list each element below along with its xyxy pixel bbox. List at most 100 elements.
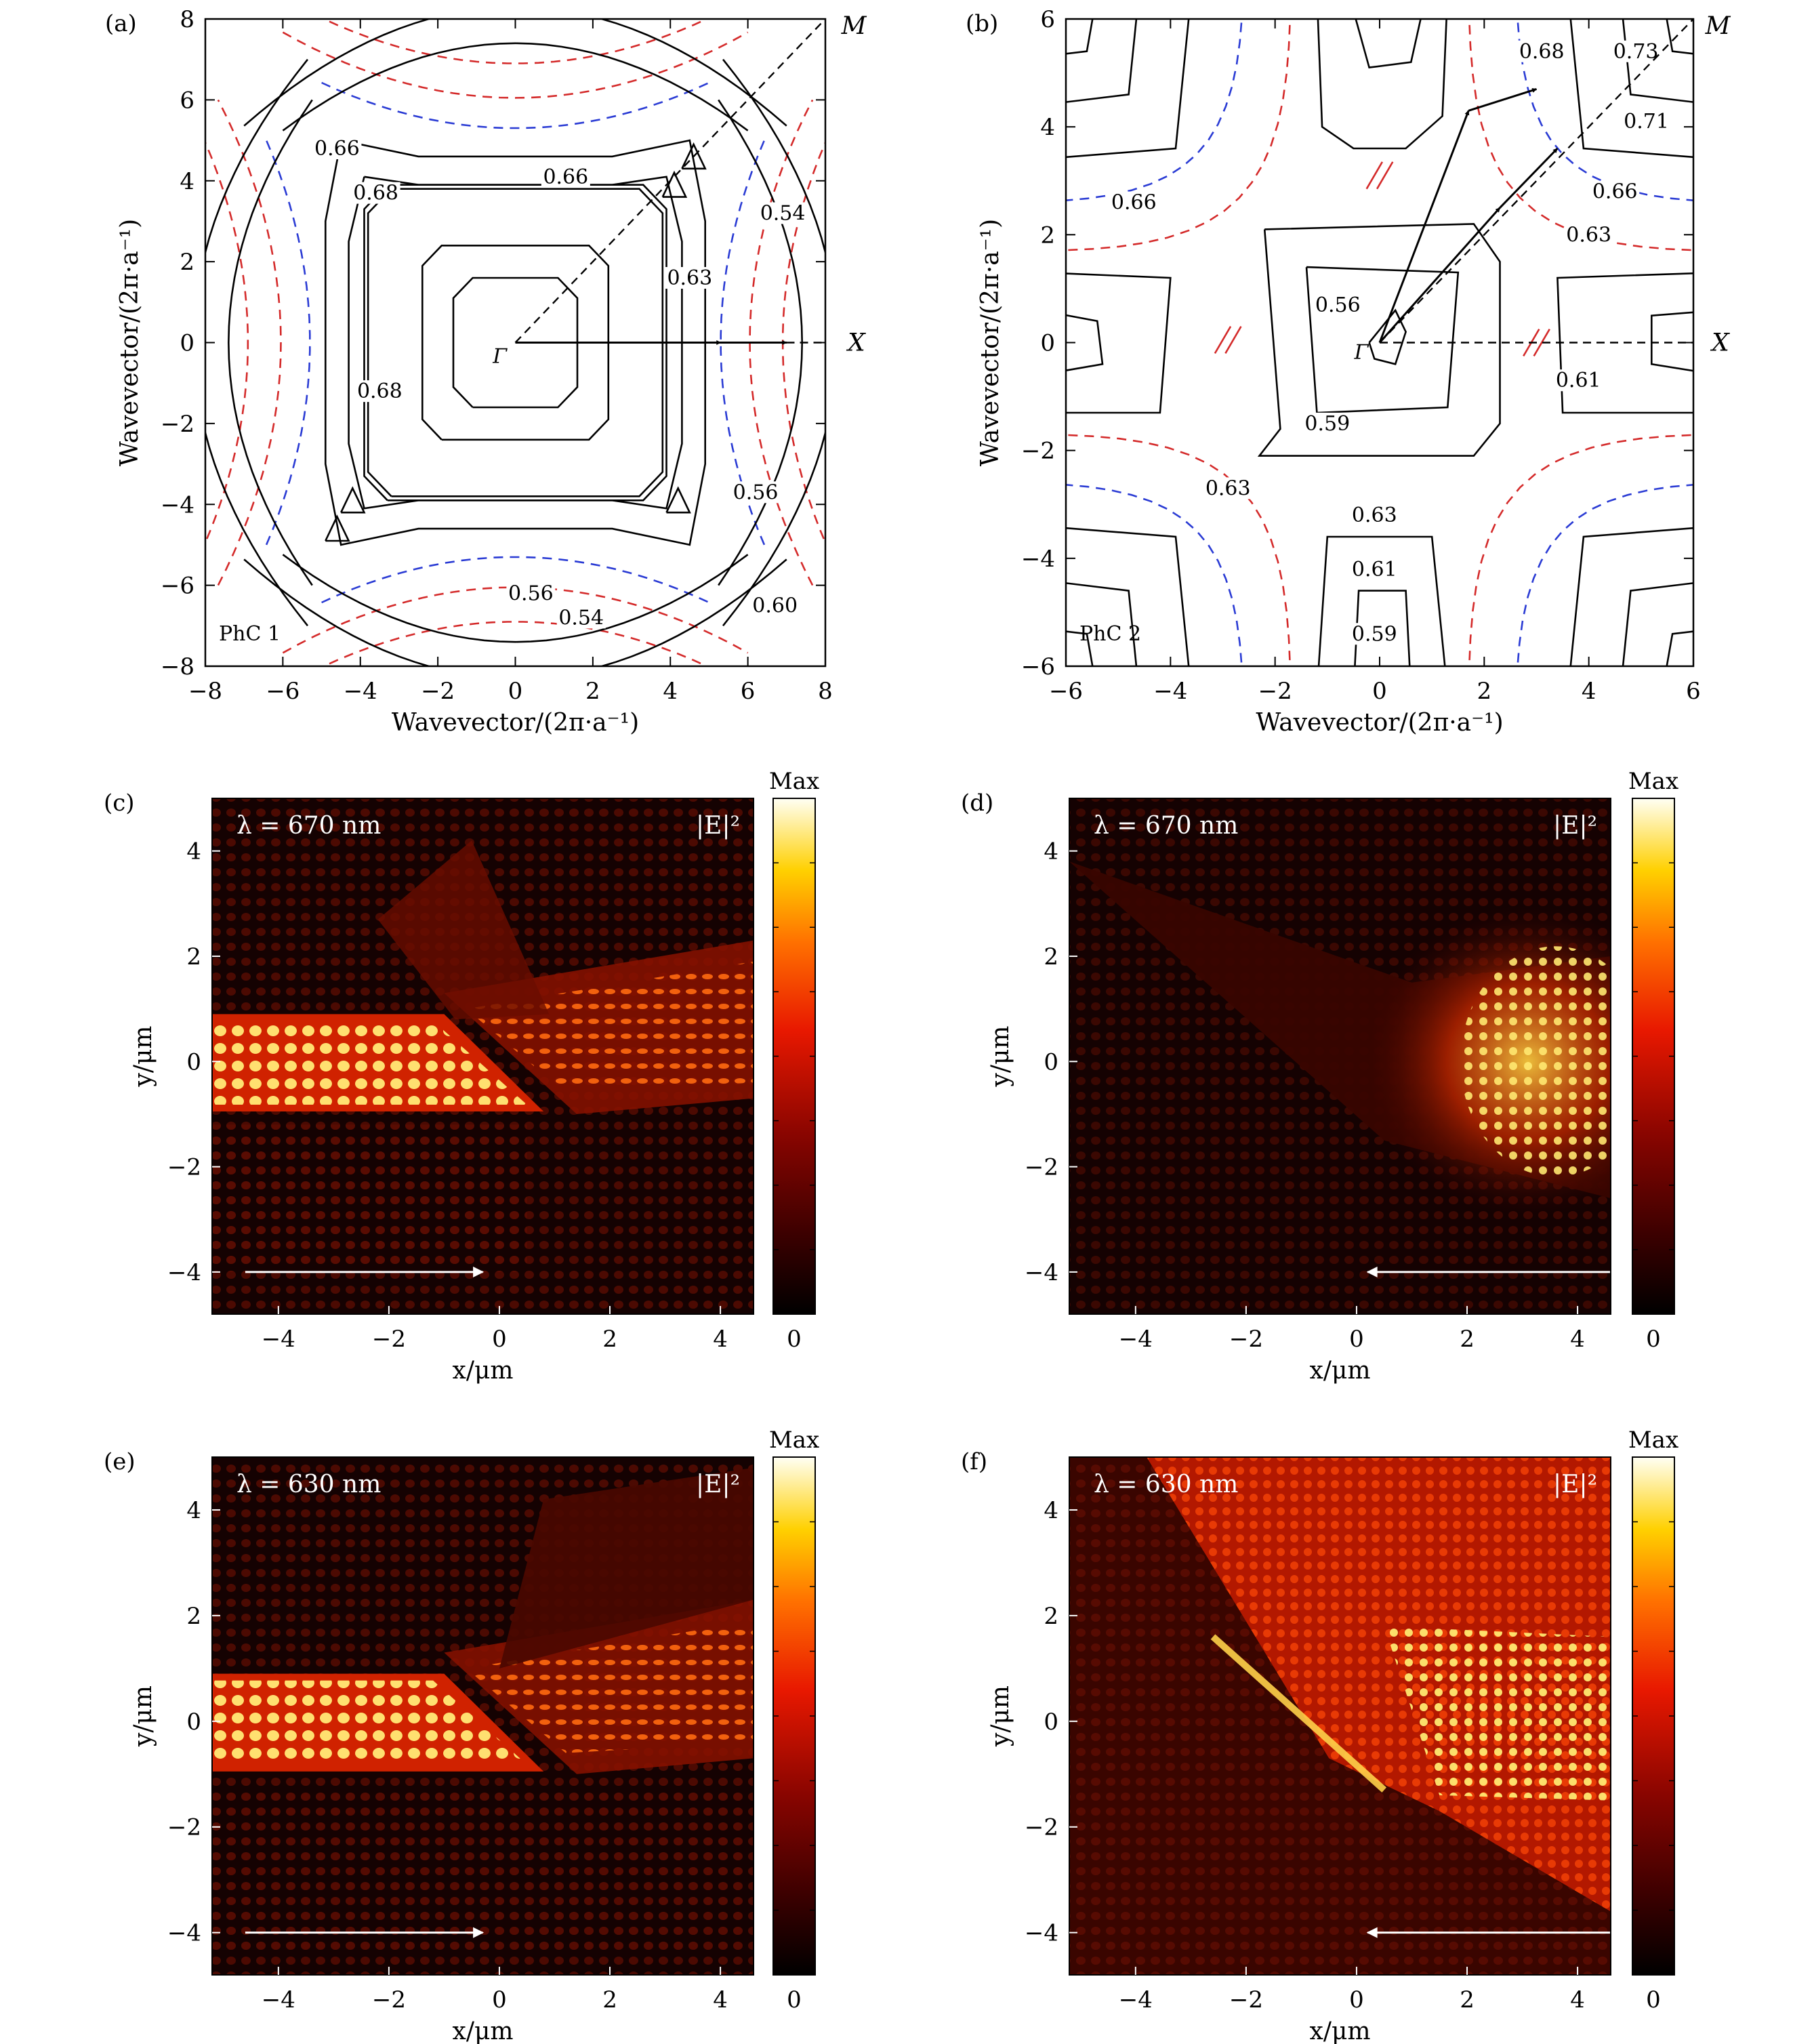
x-tick-label: 2	[1460, 1986, 1475, 2014]
contour-label-bg	[731, 481, 781, 504]
contour-line	[325, 139, 706, 546]
reflected-field	[212, 1784, 748, 1954]
gamma-point-label: Γ	[492, 344, 508, 368]
contour-line	[217, 99, 282, 586]
field-map	[1069, 798, 1611, 1314]
y-tick-label: −4	[167, 1259, 201, 1286]
contour-label-bg	[758, 202, 808, 224]
x-axis-label: x/μm	[1310, 1357, 1371, 1385]
x-axis-label: x/μm	[1310, 2018, 1371, 2044]
x-tick-label: 0	[492, 1326, 507, 1353]
contour-label: 0.66	[1592, 180, 1638, 204]
x-tick-label: 2	[602, 1986, 617, 2014]
x-tick-label: −4	[1119, 1326, 1153, 1353]
x-tick-label: 0	[1349, 1986, 1364, 2014]
m-point-label: M	[841, 12, 867, 40]
gamma-m-path	[1379, 18, 1694, 344]
y-tick-label: 0	[186, 1709, 201, 1736]
x-tick-label: 0	[508, 678, 523, 705]
contour-line	[325, 514, 350, 542]
x-point-label: X	[1710, 329, 1730, 357]
y-tick-label: −6	[1021, 653, 1055, 680]
contour-label-bg	[1203, 477, 1253, 499]
contour-line	[1066, 19, 1243, 201]
field-quantity-label: |E|²	[1553, 812, 1597, 840]
contour-line	[1066, 19, 1292, 251]
contour-line	[348, 176, 683, 510]
y-axis-label: y/μm	[129, 1026, 157, 1088]
y-tick-label: 4	[1044, 838, 1058, 865]
contour-label-bg	[1590, 180, 1640, 203]
contour-label: 0.66	[314, 137, 360, 161]
incident-beam-peaks	[212, 1021, 527, 1105]
refracted-beam-fringes	[466, 961, 754, 1093]
wavelength-label: λ = 670 nm	[236, 812, 381, 840]
contour-label: 0.54	[558, 606, 604, 630]
contour-label-bg	[1564, 224, 1613, 246]
x-tick-label: −2	[372, 1986, 406, 2014]
y-tick-label: 4	[180, 168, 194, 195]
x-tick-label: 4	[1570, 1986, 1585, 2014]
y-tick-label: 0	[180, 330, 194, 357]
wavelength-label: λ = 630 nm	[236, 1471, 381, 1498]
panel-c: −4 −2 0 2 4 −4 −2 0 2 4 x/μm y/μm (c) λ = 670 nm |E|² M…	[104, 768, 819, 1385]
contour-line	[321, 19, 709, 64]
contour-line	[227, 99, 313, 586]
y-axis-label: y/μm	[129, 1685, 157, 1747]
contour-line	[1569, 19, 1693, 159]
y-tick-label: −4	[161, 491, 194, 518]
wavelength-label: λ = 630 nm	[1094, 1471, 1238, 1498]
contour-label: 0.63	[1205, 476, 1251, 500]
y-axis-label: Wavevector/(2π·a⁻¹)	[116, 219, 144, 466]
y-tick-label: −4	[1025, 1259, 1058, 1286]
field-map	[1069, 1457, 1611, 1975]
contours: 0.68 0.73 0.71 0.66 0.66 0.63 0.56 0.61 0.59 0.63…	[1066, 19, 1693, 666]
contour-label-bg	[1554, 369, 1603, 392]
transmitted-field-peaks	[1384, 1626, 1611, 1801]
contour-line	[340, 486, 366, 514]
contour-label-bg	[506, 582, 556, 605]
panel-label: (c)	[104, 790, 135, 817]
x-axis-label: Wavevector/(2π·a⁻¹)	[392, 709, 639, 737]
y-axis-label: y/μm	[987, 1685, 1014, 1747]
contour-label-bg	[1350, 623, 1399, 645]
wavelength-label: λ = 670 nm	[1094, 812, 1238, 840]
contour-label: 0.71	[1624, 110, 1669, 134]
x-axis-label: Wavevector/(2π·a⁻¹)	[1256, 709, 1503, 737]
plot-frame	[211, 1456, 754, 1976]
contour-line	[1066, 527, 1190, 666]
contour-line	[1376, 161, 1394, 190]
x-axis-label: x/μm	[453, 1357, 514, 1385]
y-tick-label: 0	[186, 1048, 201, 1076]
contour-label: 0.56	[508, 582, 554, 606]
field-map	[212, 1457, 754, 1975]
contour-line	[1224, 325, 1242, 354]
contour-line	[1517, 484, 1693, 666]
colorbar	[772, 798, 816, 1315]
contour-line	[722, 58, 825, 627]
contour-label-bg	[1350, 558, 1399, 580]
y-tick-label: 4	[186, 838, 201, 865]
contour-line	[1468, 19, 1693, 251]
contour-label: 0.59	[1304, 412, 1350, 436]
contour-label-bg	[1350, 504, 1399, 527]
contour-line	[1066, 19, 1138, 103]
x-tick-label: 4	[1582, 678, 1596, 705]
field-map	[212, 798, 754, 1314]
contour-label-bg	[1302, 412, 1352, 434]
group-velocity-arrow	[1378, 207, 1501, 344]
x-tick-label: 0	[1372, 678, 1387, 705]
x-tick-label: 4	[713, 1986, 728, 2014]
panel-label: (b)	[966, 10, 998, 37]
contour-label-bg	[541, 165, 590, 188]
x-tick-label: 2	[602, 1326, 617, 1353]
x-axis-label: x/μm	[453, 2018, 514, 2044]
contour-line	[1066, 272, 1172, 414]
contour-line	[1257, 223, 1501, 457]
y-tick-label: 4	[1040, 114, 1055, 141]
panel-f: −4 −2 0 2 4 −4 −2 0 2 4 x/μm y/μm (f) λ = 630 nm |E|² M…	[961, 1427, 1678, 2044]
panel-d: −4 −2 0 2 4 −4 −2 0 2 4 x/μm y/μm (d) λ = 670 nm |E|² M…	[961, 768, 1678, 1385]
y-tick-label: −8	[161, 653, 194, 680]
y-tick-label: 4	[186, 1497, 201, 1524]
